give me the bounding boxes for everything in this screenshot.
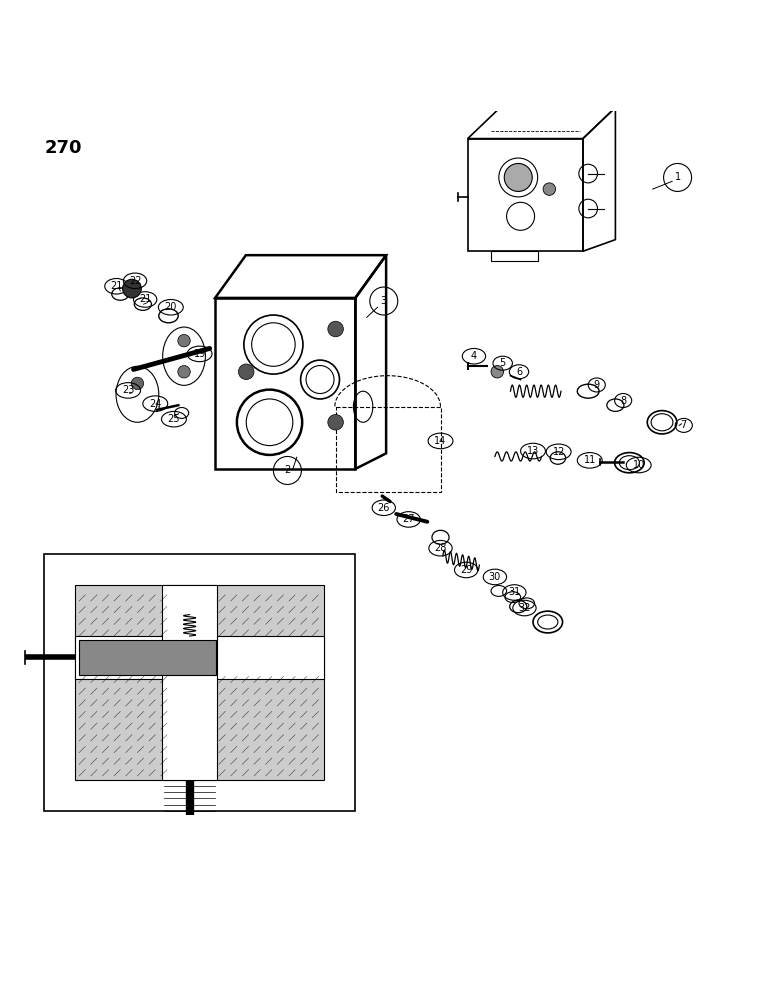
Text: 7: 7: [681, 420, 687, 430]
Circle shape: [239, 364, 254, 380]
Text: 22: 22: [129, 276, 141, 286]
Text: 8: 8: [620, 396, 626, 406]
Circle shape: [178, 366, 190, 378]
Text: 23: 23: [122, 385, 134, 395]
Text: 24: 24: [149, 399, 161, 409]
Text: 27: 27: [402, 514, 415, 524]
Text: 2: 2: [284, 465, 290, 475]
Text: 30: 30: [489, 572, 501, 582]
Text: 31: 31: [509, 587, 520, 597]
Text: 12: 12: [552, 447, 565, 457]
Polygon shape: [162, 585, 217, 780]
Circle shape: [178, 334, 190, 347]
Text: 6: 6: [516, 367, 522, 377]
Text: 29: 29: [460, 565, 473, 575]
Text: 28: 28: [434, 543, 447, 553]
Text: 3: 3: [381, 296, 387, 306]
Text: 19: 19: [193, 349, 206, 359]
Text: 13: 13: [526, 446, 539, 456]
Text: 14: 14: [434, 436, 447, 446]
Circle shape: [543, 183, 555, 195]
Text: 21: 21: [139, 294, 151, 304]
Text: 26: 26: [378, 503, 390, 513]
Text: 11: 11: [583, 455, 596, 465]
Circle shape: [122, 279, 141, 298]
Text: 20: 20: [165, 302, 177, 312]
Circle shape: [504, 163, 532, 191]
Circle shape: [491, 366, 503, 378]
Polygon shape: [44, 554, 355, 811]
Text: 10: 10: [633, 460, 645, 470]
Polygon shape: [75, 636, 324, 679]
Polygon shape: [79, 640, 216, 675]
Circle shape: [328, 321, 343, 337]
Text: 270: 270: [44, 139, 82, 157]
Text: 9: 9: [594, 380, 600, 390]
Text: 32: 32: [518, 603, 530, 613]
Circle shape: [131, 377, 144, 390]
Circle shape: [328, 415, 343, 430]
Text: 1: 1: [675, 172, 681, 182]
Text: 4: 4: [471, 351, 477, 361]
Polygon shape: [75, 585, 324, 780]
Text: 25: 25: [168, 414, 180, 424]
Text: 21: 21: [110, 281, 122, 291]
Text: 5: 5: [499, 358, 505, 368]
